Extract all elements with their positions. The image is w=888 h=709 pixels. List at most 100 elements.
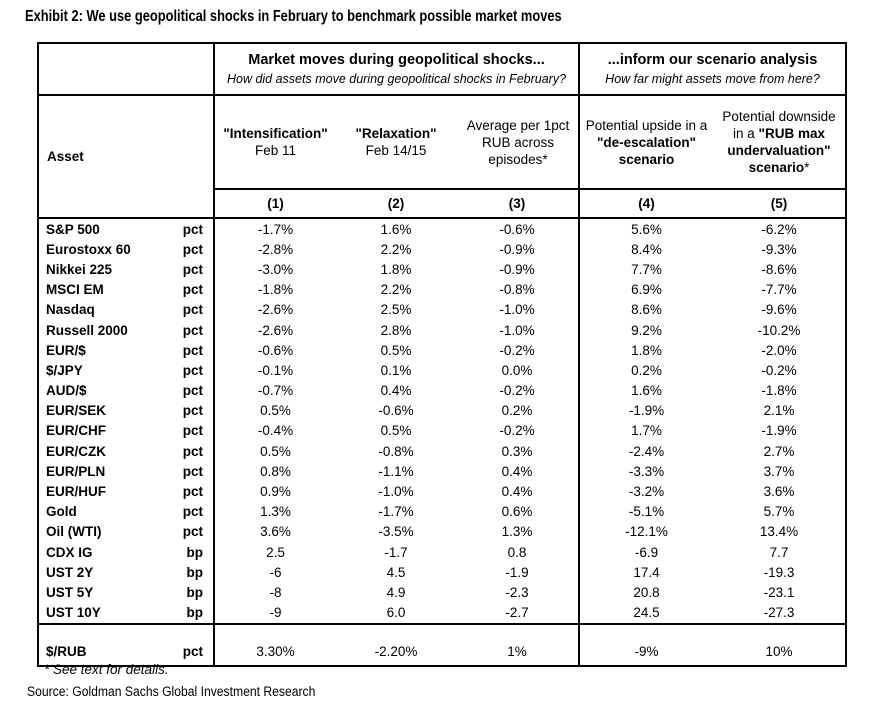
value-cell: 0.8% — [260, 463, 291, 479]
asset-cell: Oil (WTI) pct — [38, 521, 215, 542]
value-cell: -3.2% — [628, 484, 665, 500]
asset-label: Russell 2000 — [46, 322, 128, 338]
asset-cell: EUR/CZK pct — [38, 441, 215, 462]
asset-label: Gold — [46, 504, 77, 520]
value-cell: 1% — [456, 637, 580, 666]
value-cell: 0.5% — [380, 342, 412, 358]
value-cell: -9.3% — [761, 241, 797, 257]
value-cell: 2.7% — [763, 443, 795, 459]
value-cell: -0.6% — [456, 218, 580, 240]
exhibit-table: Market moves during geopolitical shocks.… — [37, 42, 848, 667]
unit-label: bp — [186, 564, 204, 580]
table-row: Nasdaq pct -2.6% 2.5% -1.0% 8.6% -9.6% — [38, 299, 846, 320]
asset-cell: $/RUB pct — [38, 637, 215, 666]
asset-label: UST 10Y — [46, 605, 101, 621]
unit-label: pct — [182, 643, 203, 659]
value-cell: -3.5% — [378, 524, 414, 540]
asset-label: EUR/CHF — [46, 423, 106, 439]
column-header-row: Asset "Intensification" Feb 11 "Relaxati… — [38, 95, 847, 218]
column-header-upside: Potential upside in a "de-escalation" sc… — [579, 95, 713, 189]
table-row: Eurostoxx 60 pct -2.8% 2.2% -0.9% 8.4% -9.3% — [38, 239, 846, 260]
value-cell: -0.6% — [378, 403, 414, 419]
value-cell: 1.6% — [380, 221, 412, 237]
value-cell: -2.3 — [456, 582, 580, 603]
unit-label: pct — [182, 463, 203, 479]
value-cell: 5.7% — [763, 504, 795, 520]
unit-label: pct — [182, 504, 203, 520]
unit-label: pct — [182, 282, 203, 298]
exhibit-title-text: Exhibit 2: We use geopolitical shocks in… — [25, 8, 562, 25]
value-cell: -9% — [634, 643, 659, 659]
asset-label: MSCI EM — [46, 282, 104, 298]
column-number-3: (3) — [456, 189, 580, 218]
value-cell: 0.1% — [380, 362, 412, 378]
unit-label: bp — [186, 544, 204, 560]
column-header-relaxation-title: "Relaxation" — [355, 126, 437, 141]
column-number-5: (5) — [770, 196, 788, 211]
value-cell: -2.8% — [257, 241, 294, 257]
column-header-downside-suffix: * — [804, 160, 810, 175]
value-cell: -6 — [269, 564, 282, 580]
column-number-4: (4) — [638, 196, 655, 211]
value-cell: -0.9% — [456, 239, 580, 260]
value-cell: -1.9 — [456, 562, 580, 583]
value-cell: 2.2% — [380, 241, 412, 257]
value-cell: -1.1% — [378, 463, 414, 479]
footnote: * See text for details. — [44, 662, 169, 677]
asset-cell: EUR/HUF pct — [38, 481, 215, 502]
value-cell: 0.3% — [456, 441, 580, 462]
value-cell: 0.5% — [260, 403, 291, 419]
value-cell: -6.9 — [634, 544, 659, 560]
value-cell: -3.3% — [628, 463, 665, 479]
value-cell: -8 — [269, 584, 282, 600]
value-cell: 1.6% — [631, 383, 662, 399]
unit-label: pct — [182, 423, 203, 439]
spacer-row — [38, 623, 846, 638]
asset-cell: AUD/$ pct — [38, 380, 215, 401]
unit-label: pct — [182, 342, 203, 358]
value-cell: -2.0% — [761, 342, 797, 358]
asset-cell: Russell 2000 pct — [38, 319, 215, 341]
asset-cell: Eurostoxx 60 pct — [38, 239, 215, 260]
value-cell: -1.9% — [628, 403, 665, 419]
asset-label: EUR/CZK — [46, 443, 106, 459]
column-header-downside-prefix: Potential downside in a — [722, 109, 836, 141]
source-text: Source: Goldman Sachs Global Investment … — [27, 684, 316, 699]
asset-cell: EUR/SEK pct — [38, 400, 215, 421]
column-header-upside-prefix: Potential upside in a — [585, 117, 708, 133]
value-cell: 20.8 — [633, 584, 660, 600]
value-cell: 1.8% — [380, 261, 412, 277]
value-cell: -6.2% — [761, 221, 797, 237]
asset-label: EUR/SEK — [46, 403, 107, 419]
value-cell: -0.6% — [257, 342, 294, 358]
asset-cell: UST 5Y bp — [38, 582, 215, 603]
value-cell: 6.0 — [386, 605, 406, 621]
table-row: Gold pct 1.3% -1.7% 0.6% -5.1% 5.7% — [38, 501, 846, 522]
table-row: Nikkei 225 pct -3.0% 1.8% -0.9% 7.7% -8.6% — [38, 259, 846, 280]
asset-cell: EUR/CHF pct — [38, 420, 215, 442]
rub-row: $/RUB pct 3.30% -2.20% 1% -9% 10% — [38, 637, 846, 666]
value-cell: -2.6% — [257, 302, 294, 318]
asset-label: EUR/HUF — [46, 484, 106, 500]
value-cell: 0.4% — [380, 383, 412, 399]
value-cell: 4.9 — [386, 584, 406, 600]
unit-label: pct — [182, 403, 203, 419]
value-cell: -5.1% — [628, 504, 665, 520]
value-cell: -0.2% — [456, 420, 580, 442]
value-cell: -12.1% — [625, 524, 668, 540]
table-row: MSCI EM pct -1.8% 2.2% -0.8% 6.9% -7.7% — [38, 279, 846, 300]
group-title-shocks: Market moves during geopolitical shocks.… — [248, 52, 545, 68]
value-cell: 0.6% — [456, 501, 580, 522]
value-cell: 0.4% — [456, 461, 580, 482]
value-cell: -1.7 — [384, 544, 408, 560]
value-cell: -1.8% — [257, 282, 294, 298]
value-cell: -1.7% — [378, 504, 414, 520]
value-cell: 3.7% — [763, 463, 795, 479]
value-cell: 10% — [765, 643, 793, 659]
value-cell: -2.7 — [456, 602, 580, 624]
asset-label: Oil (WTI) — [46, 524, 102, 540]
group-header-row: Market moves during geopolitical shocks.… — [38, 43, 847, 95]
value-cell: -1.9% — [761, 423, 797, 439]
asset-label: Nikkei 225 — [46, 261, 113, 277]
value-cell: -9.6% — [761, 302, 797, 318]
